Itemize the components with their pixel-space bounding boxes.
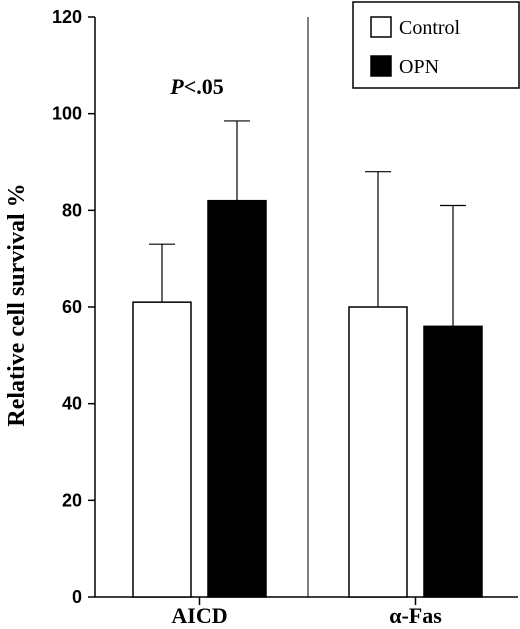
y-tick-label: 120 [52,7,82,27]
legend-label-control: Control [399,17,461,39]
bars [132,120,483,598]
bar-control [348,306,408,598]
category-label: α-Fas [389,603,442,628]
y-tick-label: 60 [62,297,82,317]
bar-control [132,301,192,598]
legend-swatch-control [370,16,392,38]
y-tick-label: 0 [72,587,82,607]
y-tick-label: 100 [52,104,82,124]
category-label: AICD [171,603,227,628]
y-tick-label: 40 [62,394,82,414]
p-value-text: <.05 [184,74,224,99]
y-tick-label: 80 [62,200,82,220]
y-axis-label: Relative cell survival % [4,183,30,426]
p-symbol: P [169,74,184,99]
legend-swatch-opn [370,55,392,77]
category-labels: AICD α-Fas [171,597,442,628]
bar-opn [207,199,267,598]
y-tick-label: 20 [62,490,82,510]
y-ticks: 0 20 40 60 80 100 120 [52,7,95,607]
bar-opn [423,325,483,598]
p-value-annotation: P<.05 [169,74,224,99]
legend-label-opn: OPN [399,56,439,78]
legend: Control OPN [352,1,520,89]
